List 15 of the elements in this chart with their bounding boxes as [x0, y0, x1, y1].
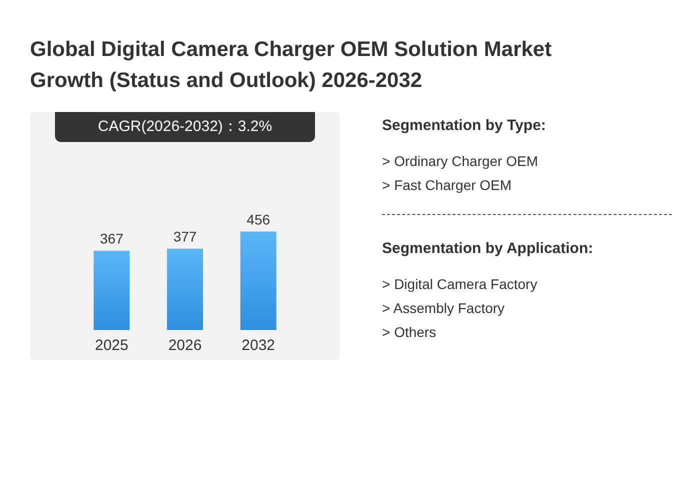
- x-tick-label: 2026: [168, 337, 202, 354]
- x-tick-label: 2032: [242, 337, 276, 354]
- text: Segmentation by Application:: [382, 239, 594, 259]
- data-label: 456: [246, 212, 270, 228]
- text: > Assembly Factory: [382, 299, 506, 318]
- text: > Fast Charger OEM: [382, 176, 513, 195]
- text: CAGR(2026-2032)：3.2%: [55, 112, 315, 142]
- text: Segmentation by Type:: [382, 116, 547, 136]
- text: > Ordinary Charger OEM: [382, 152, 539, 171]
- text: > Others: [382, 323, 438, 342]
- data-label: 367: [100, 230, 124, 247]
- text: > Digital Camera Factory: [382, 275, 538, 294]
- x-tick-label: 2025: [94, 337, 128, 354]
- chart-title: Global Digital Camera Charger OEM Solution Market Growth (Status and Outlook) 2026-2032: [30, 37, 553, 94]
- data-label: 377: [173, 228, 197, 245]
